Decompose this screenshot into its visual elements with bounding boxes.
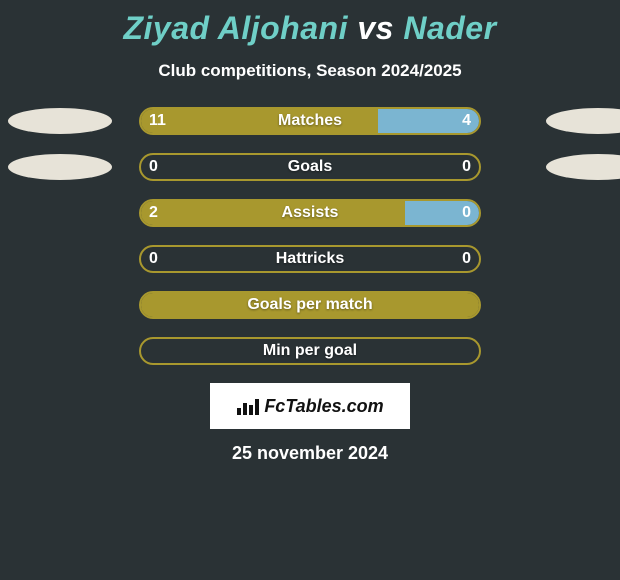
player1-avatar-placeholder bbox=[8, 108, 112, 134]
stat-label: Goals per match bbox=[141, 293, 479, 317]
player1-avatar-placeholder bbox=[8, 154, 112, 180]
logo-text: FcTables.com bbox=[264, 396, 383, 417]
stat-bar-track: Hattricks bbox=[139, 245, 481, 273]
player1-value: 0 bbox=[149, 245, 158, 273]
player2-value: 0 bbox=[462, 153, 471, 181]
player2-avatar-placeholder bbox=[546, 154, 620, 180]
date-label: 25 november 2024 bbox=[0, 443, 620, 464]
title-player2: Nader bbox=[403, 10, 496, 46]
stat-row: Matches11 4 bbox=[0, 107, 620, 135]
subtitle: Club competitions, Season 2024/2025 bbox=[0, 61, 620, 81]
stat-bar-track: Min per goal bbox=[139, 337, 481, 365]
stat-label: Goals bbox=[141, 155, 479, 179]
stat-label: Min per goal bbox=[141, 339, 479, 363]
stat-bar-track: Matches bbox=[139, 107, 481, 135]
stat-bar-track: Assists bbox=[139, 199, 481, 227]
stat-label: Assists bbox=[141, 201, 479, 225]
player2-value: 0 bbox=[462, 245, 471, 273]
fctables-logo-icon bbox=[236, 396, 260, 416]
player1-value: 0 bbox=[149, 153, 158, 181]
player1-value: 11 bbox=[149, 107, 166, 135]
stat-row: Assists2 0 bbox=[0, 199, 620, 227]
stat-row: Goals0 0 bbox=[0, 153, 620, 181]
title-vs: vs bbox=[357, 10, 394, 46]
stat-label: Matches bbox=[141, 109, 479, 133]
logo-badge: FcTables.com bbox=[210, 383, 410, 429]
stat-label: Hattricks bbox=[141, 247, 479, 271]
comparison-chart: Matches114Goals00Assists20Hattricks00Goa… bbox=[0, 107, 620, 365]
stat-row: Goals per match bbox=[0, 291, 620, 319]
comparison-title: Ziyad Aljohani vs Nader bbox=[0, 0, 620, 47]
title-player1: Ziyad Aljohani bbox=[123, 10, 348, 46]
player1-value: 2 bbox=[149, 199, 158, 227]
stat-bar-track: Goals bbox=[139, 153, 481, 181]
stat-row: Hattricks0 0 bbox=[0, 245, 620, 273]
player2-value: 4 bbox=[462, 107, 471, 135]
stat-row: Min per goal bbox=[0, 337, 620, 365]
stat-bar-track: Goals per match bbox=[139, 291, 481, 319]
player2-value: 0 bbox=[462, 199, 471, 227]
player2-avatar-placeholder bbox=[546, 108, 620, 134]
